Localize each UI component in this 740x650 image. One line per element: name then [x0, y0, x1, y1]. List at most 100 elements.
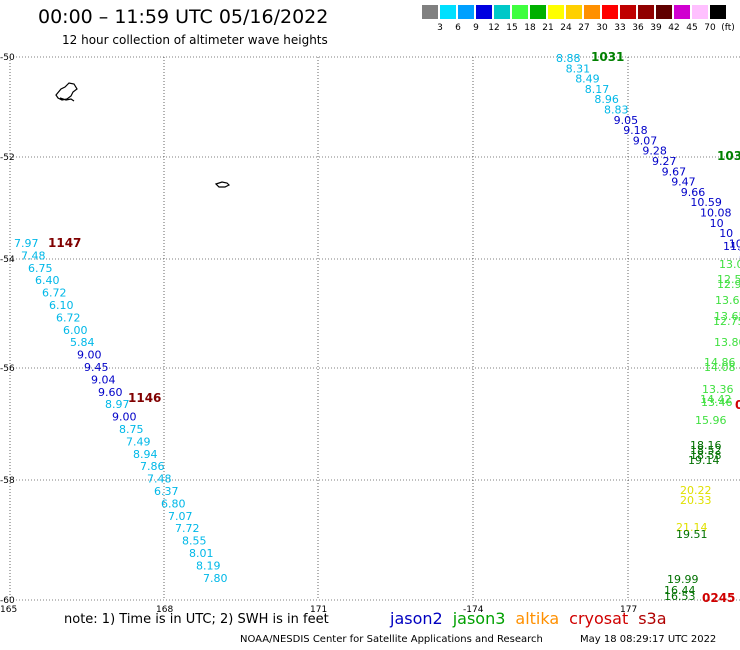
legend-label: 45: [686, 23, 698, 33]
wave-height-value: 8.75: [119, 423, 144, 436]
map-grid: [9, 56, 740, 601]
wave-height-value: 13.36: [702, 383, 734, 396]
legend-swatch: [638, 5, 654, 19]
wave-height-value: 18.52: [690, 444, 722, 457]
wave-height-value: 9.00: [77, 349, 102, 362]
legend-label: 42: [668, 23, 680, 33]
wave-height-value: 9.45: [84, 361, 109, 374]
legend-swatch: [458, 5, 474, 19]
wave-height-value: 14.42: [700, 393, 732, 406]
longitude-label: 177: [620, 605, 637, 615]
wave-height-value: 13.64: [715, 294, 740, 307]
map-title: 00:00 – 11:59 UTC 05/16/2022: [38, 6, 329, 28]
wave-height-value: 10.59: [690, 196, 722, 209]
longitude-label: -174: [463, 605, 484, 615]
legend-label: 12: [488, 23, 500, 33]
wave-height-value: 10: [719, 227, 733, 240]
wave-height-value: 9.05: [614, 114, 639, 127]
wave-height-value: 6.72: [42, 287, 67, 300]
wave-height-value: 9.04: [91, 373, 116, 386]
wave-height-value: 7.48: [21, 249, 46, 262]
legend-label: 70: [704, 23, 716, 33]
latitude-label: -60: [0, 596, 15, 606]
wave-height-value: 7.49: [126, 435, 151, 448]
legend-swatch: [692, 5, 708, 19]
wave-height-value: 9.60: [98, 386, 123, 399]
wave-height-value: 13.0: [719, 258, 740, 271]
wave-height-value: 5.84: [70, 336, 95, 349]
legend-swatch: [656, 5, 672, 19]
wave-height-value: 8.96: [594, 93, 619, 106]
wave-height-value: 8.31: [566, 62, 591, 75]
wave-height-value: 9.47: [671, 176, 696, 189]
wave-height-value: 20.33: [680, 494, 712, 507]
track-time-label: 0245: [702, 591, 735, 605]
wave-height-value: 9.00: [112, 411, 137, 424]
legend-swatch: [530, 5, 546, 19]
latitude-label: -56: [0, 364, 15, 374]
wave-height-value: 6.10: [49, 299, 74, 312]
wave-height-value: 8.83: [604, 104, 629, 117]
wave-height-value: 9.07: [633, 134, 658, 147]
island-outlines: [55, 82, 231, 188]
satellite-s3a: s3a: [638, 609, 667, 628]
wave-height-value: 13.65: [714, 310, 740, 323]
wave-height-value: 9.27: [652, 155, 677, 168]
longitude-label: 168: [156, 605, 173, 615]
wave-height-value: 21.14: [676, 521, 708, 534]
wave-height-value: 15.96: [695, 414, 727, 427]
legend-swatch: [440, 5, 456, 19]
wave-height-value: 9.67: [662, 165, 687, 178]
track-time-label: 1147: [48, 236, 81, 250]
legend-label: 39: [650, 23, 662, 33]
wave-height-value: 19.51: [676, 528, 708, 541]
legend-label: 30: [596, 23, 608, 33]
wave-height-value: 12.9: [717, 278, 740, 291]
legend-swatch: [584, 5, 600, 19]
credit-line: NOAA/NESDIS Center for Satellite Applica…: [240, 634, 543, 645]
wave-height-value: 10: [729, 237, 740, 250]
wave-height-value: 16.53: [664, 590, 696, 603]
legend-label: (ft): [721, 23, 735, 33]
legend-label: 33: [614, 23, 626, 33]
track-time-label: 1146: [128, 391, 161, 405]
wave-height-value: 7.97: [14, 237, 39, 250]
legend-swatch: [494, 5, 510, 19]
legend-label: 6: [455, 23, 461, 33]
wave-height-value: 9.28: [642, 145, 667, 158]
wave-height-value: 7.72: [175, 522, 200, 535]
legend-label: 9: [473, 23, 479, 33]
legend-swatch: [710, 5, 726, 19]
map-subtitle: 12 hour collection of altimeter wave hei…: [62, 33, 328, 47]
wave-height-value: 12.5: [717, 273, 740, 286]
legend-label: 36: [632, 23, 644, 33]
wave-height-value: 10: [710, 217, 724, 230]
wave-height-value: 8.01: [189, 547, 214, 560]
legend-swatch: [674, 5, 690, 19]
wave-height-value: 8.94: [133, 448, 158, 461]
track-time-label: 0: [735, 398, 740, 412]
legend-label: 3: [437, 23, 443, 33]
legend-label: 27: [578, 23, 590, 33]
wave-height-value: 6.37: [154, 485, 179, 498]
latitude-label: -58: [0, 476, 15, 486]
wave-height-value: 7.07: [168, 510, 193, 523]
wave-height-value: 8.97: [105, 398, 130, 411]
legend-swatch: [602, 5, 618, 19]
legend-swatch: [566, 5, 582, 19]
satellite-legend: jason2 jason3 altika cryosat s3a: [390, 609, 677, 628]
wave-height-value: 11: [738, 248, 740, 261]
track-time-label: 1031: [591, 50, 624, 64]
latitude-label: -50: [0, 53, 15, 63]
wave-height-value: 16.44: [664, 584, 696, 597]
latitude-label: -54: [0, 255, 15, 265]
timestamp: May 18 08:29:17 UTC 2022: [580, 634, 717, 645]
satellite-altika: altika: [515, 609, 560, 628]
wave-height-value: 14.08: [704, 361, 736, 374]
wave-height-value: 18.58: [690, 449, 722, 462]
longitude-label: 165: [0, 605, 17, 615]
wave-height-value: 19.14: [688, 454, 720, 467]
wave-height-value: 6.00: [63, 324, 88, 337]
wave-height-value: 8.17: [585, 83, 610, 96]
